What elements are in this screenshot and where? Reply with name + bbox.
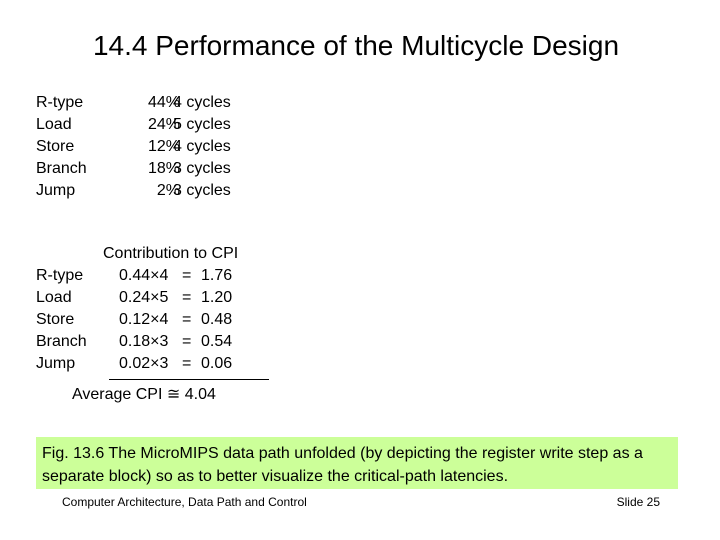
footer-slide-number: Slide 25 xyxy=(616,495,660,509)
cpi-row: Jump 0.02×3 = 0.06 xyxy=(36,353,276,375)
cpi-equals: = xyxy=(182,355,192,372)
mix-type: Jump xyxy=(36,182,76,199)
mix-type: Load xyxy=(36,116,72,133)
cpi-expression: 0.12×4 xyxy=(119,311,169,328)
mix-percent: 18% xyxy=(147,160,180,177)
cpi-row: R-type 0.44×4 = 1.76 xyxy=(36,265,276,287)
mix-percent: 24% xyxy=(147,116,180,133)
mix-type: Branch xyxy=(36,160,87,177)
mix-cycles: 4 cycles xyxy=(173,94,231,111)
mix-type: Store xyxy=(36,138,75,155)
cpi-type: Load xyxy=(36,289,72,306)
cpi-expression: 0.24×5 xyxy=(119,289,169,306)
mix-cycles: 4 cycles xyxy=(173,138,231,155)
mix-type: R-type xyxy=(36,94,84,111)
cpi-value: 1.76 xyxy=(201,267,233,284)
cpi-equals: = xyxy=(182,289,192,306)
cpi-expression: 0.18×3 xyxy=(119,333,169,350)
cpi-equals: = xyxy=(182,267,192,284)
mix-cycles: 3 cycles xyxy=(173,182,231,199)
cpi-type: Store xyxy=(36,311,75,328)
average-cpi: Average CPI ≅ 4.04 xyxy=(72,386,216,403)
footer-course-title: Computer Architecture, Data Path and Con… xyxy=(62,495,307,509)
cpi-expression: 0.44×4 xyxy=(119,267,169,284)
cpi-row: Load 0.24×5 = 1.20 xyxy=(36,287,276,309)
cpi-value: 0.06 xyxy=(201,355,233,372)
slide-title: 14.4 Performance of the Multicycle Desig… xyxy=(92,30,620,61)
mix-row: Store 12% 4 cycles xyxy=(36,136,296,158)
sum-rule-divider xyxy=(109,379,269,380)
cpi-type: Jump xyxy=(36,355,76,372)
mix-row: Jump 2% 3 cycles xyxy=(36,180,296,202)
cpi-value: 1.20 xyxy=(201,289,233,306)
mix-row: Load 24% 5 cycles xyxy=(36,114,296,136)
cpi-equals: = xyxy=(182,311,192,328)
cpi-type: Branch xyxy=(36,333,87,350)
cpi-row: Branch 0.18×3 = 0.54 xyxy=(36,331,276,353)
cpi-header: Contribution to CPI xyxy=(103,245,239,262)
mix-percent: 12% xyxy=(147,138,180,155)
mix-cycles: 5 cycles xyxy=(173,116,231,133)
figure-caption: Fig. 13.6 The MicroMIPS data path unfold… xyxy=(36,437,678,489)
mix-cycles: 3 cycles xyxy=(173,160,231,177)
mix-percent: 2% xyxy=(156,182,180,199)
mix-row: Branch 18% 3 cycles xyxy=(36,158,296,180)
cpi-value: 0.54 xyxy=(201,333,233,350)
mix-percent: 44% xyxy=(147,94,180,111)
cpi-value: 0.48 xyxy=(201,311,233,328)
cpi-type: R-type xyxy=(36,267,84,284)
cpi-expression: 0.02×3 xyxy=(119,355,169,372)
cpi-equals: = xyxy=(182,333,192,350)
cpi-row: Store 0.12×4 = 0.48 xyxy=(36,309,276,331)
instruction-mix-table: R-type 44% 4 cycles Load 24% 5 cycles St… xyxy=(36,92,296,202)
mix-row: R-type 44% 4 cycles xyxy=(36,92,296,114)
